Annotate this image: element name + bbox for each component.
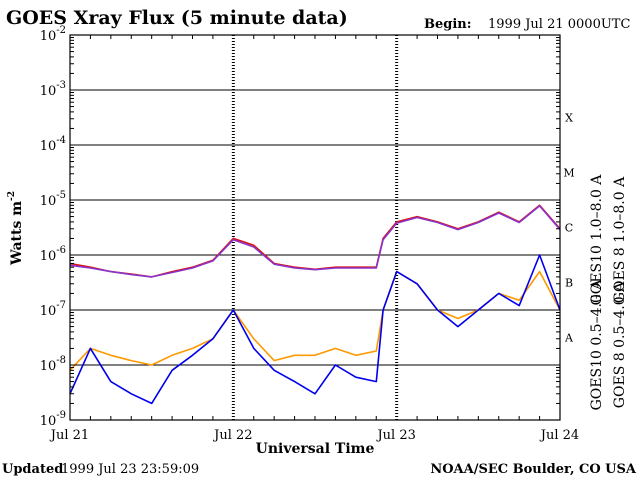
x-axis-label: Universal Time <box>256 441 375 457</box>
y-tick-label: 10-4 <box>40 135 66 154</box>
chart-title: GOES Xray Flux (5 minute data) <box>6 7 348 29</box>
updated-value: 1999 Jul 23 23:59:09 <box>61 462 199 477</box>
credit-text: NOAA/SEC Boulder, CO USA <box>430 462 637 477</box>
x-tick-label: Jul 21 <box>49 428 89 443</box>
x-ticks: Jul 21 Jul 22 Jul 23 Jul 24 <box>49 35 579 443</box>
legend-goes10-short: GOES10 0.5–4.0 A <box>589 279 605 411</box>
x-tick-label: Jul 23 <box>375 428 415 443</box>
y-tick-label: 10-8 <box>40 355 66 374</box>
x-tick-label: Jul 22 <box>212 428 252 443</box>
legend-goes8-short: GOES 8 0.5–4.0 A <box>612 281 628 408</box>
day-separators <box>231 35 399 420</box>
begin-label: Begin: <box>424 17 472 32</box>
x-tick-label: Jul 24 <box>539 428 579 443</box>
plot-area <box>70 35 560 420</box>
flare-class-M: M <box>563 167 574 180</box>
y-tick-label: 10-6 <box>40 245 66 264</box>
flare-class-X: X <box>565 112 573 125</box>
y-tick-label: 10-9 <box>40 410 66 429</box>
y-tick-label: 10-5 <box>40 190 66 209</box>
legend-goes10-long: GOES10 1.0–8.0 A <box>589 174 605 306</box>
legend-goes8-long: GOES 8 1.0–8.0 A <box>612 176 628 303</box>
y-tick-label: 10-7 <box>40 300 66 319</box>
series-line-2 <box>69 270 561 371</box>
flare-class-C: C <box>565 222 573 235</box>
series-line-3 <box>69 254 561 405</box>
legend-col-1: GOES10 1.0–8.0 A <box>589 174 605 306</box>
y-tick-label: 10-3 <box>40 80 66 99</box>
y-tick-label: 10-2 <box>40 25 66 44</box>
legend-col-2: GOES 8 1.0–8.0 A <box>612 176 628 303</box>
series-group <box>69 204 561 405</box>
legend-col-3: GOES10 0.5–4.0 A <box>589 279 605 411</box>
flare-class-B: B <box>565 277 573 290</box>
y-axis-label-base: Watts m <box>9 201 25 266</box>
y-ticks: 10-9 10-8 10-7 10-6 10-5 10-4 10-3 10-2 <box>40 25 560 429</box>
updated-label: Updated <box>2 462 63 477</box>
flare-class-A: A <box>564 332 574 345</box>
series-line-1 <box>69 205 561 278</box>
y-axis-label-exp: -2 <box>7 191 17 201</box>
flare-class-labels: X M C B A <box>563 112 574 345</box>
y-axis-label: Watts m-2 <box>7 191 25 266</box>
begin-value: 1999 Jul 21 0000UTC <box>488 17 630 32</box>
y-axis-label-group: Watts m-2 <box>7 191 25 266</box>
grid <box>70 89 560 366</box>
legend-col-4: GOES 8 0.5–4.0 A <box>612 281 628 408</box>
